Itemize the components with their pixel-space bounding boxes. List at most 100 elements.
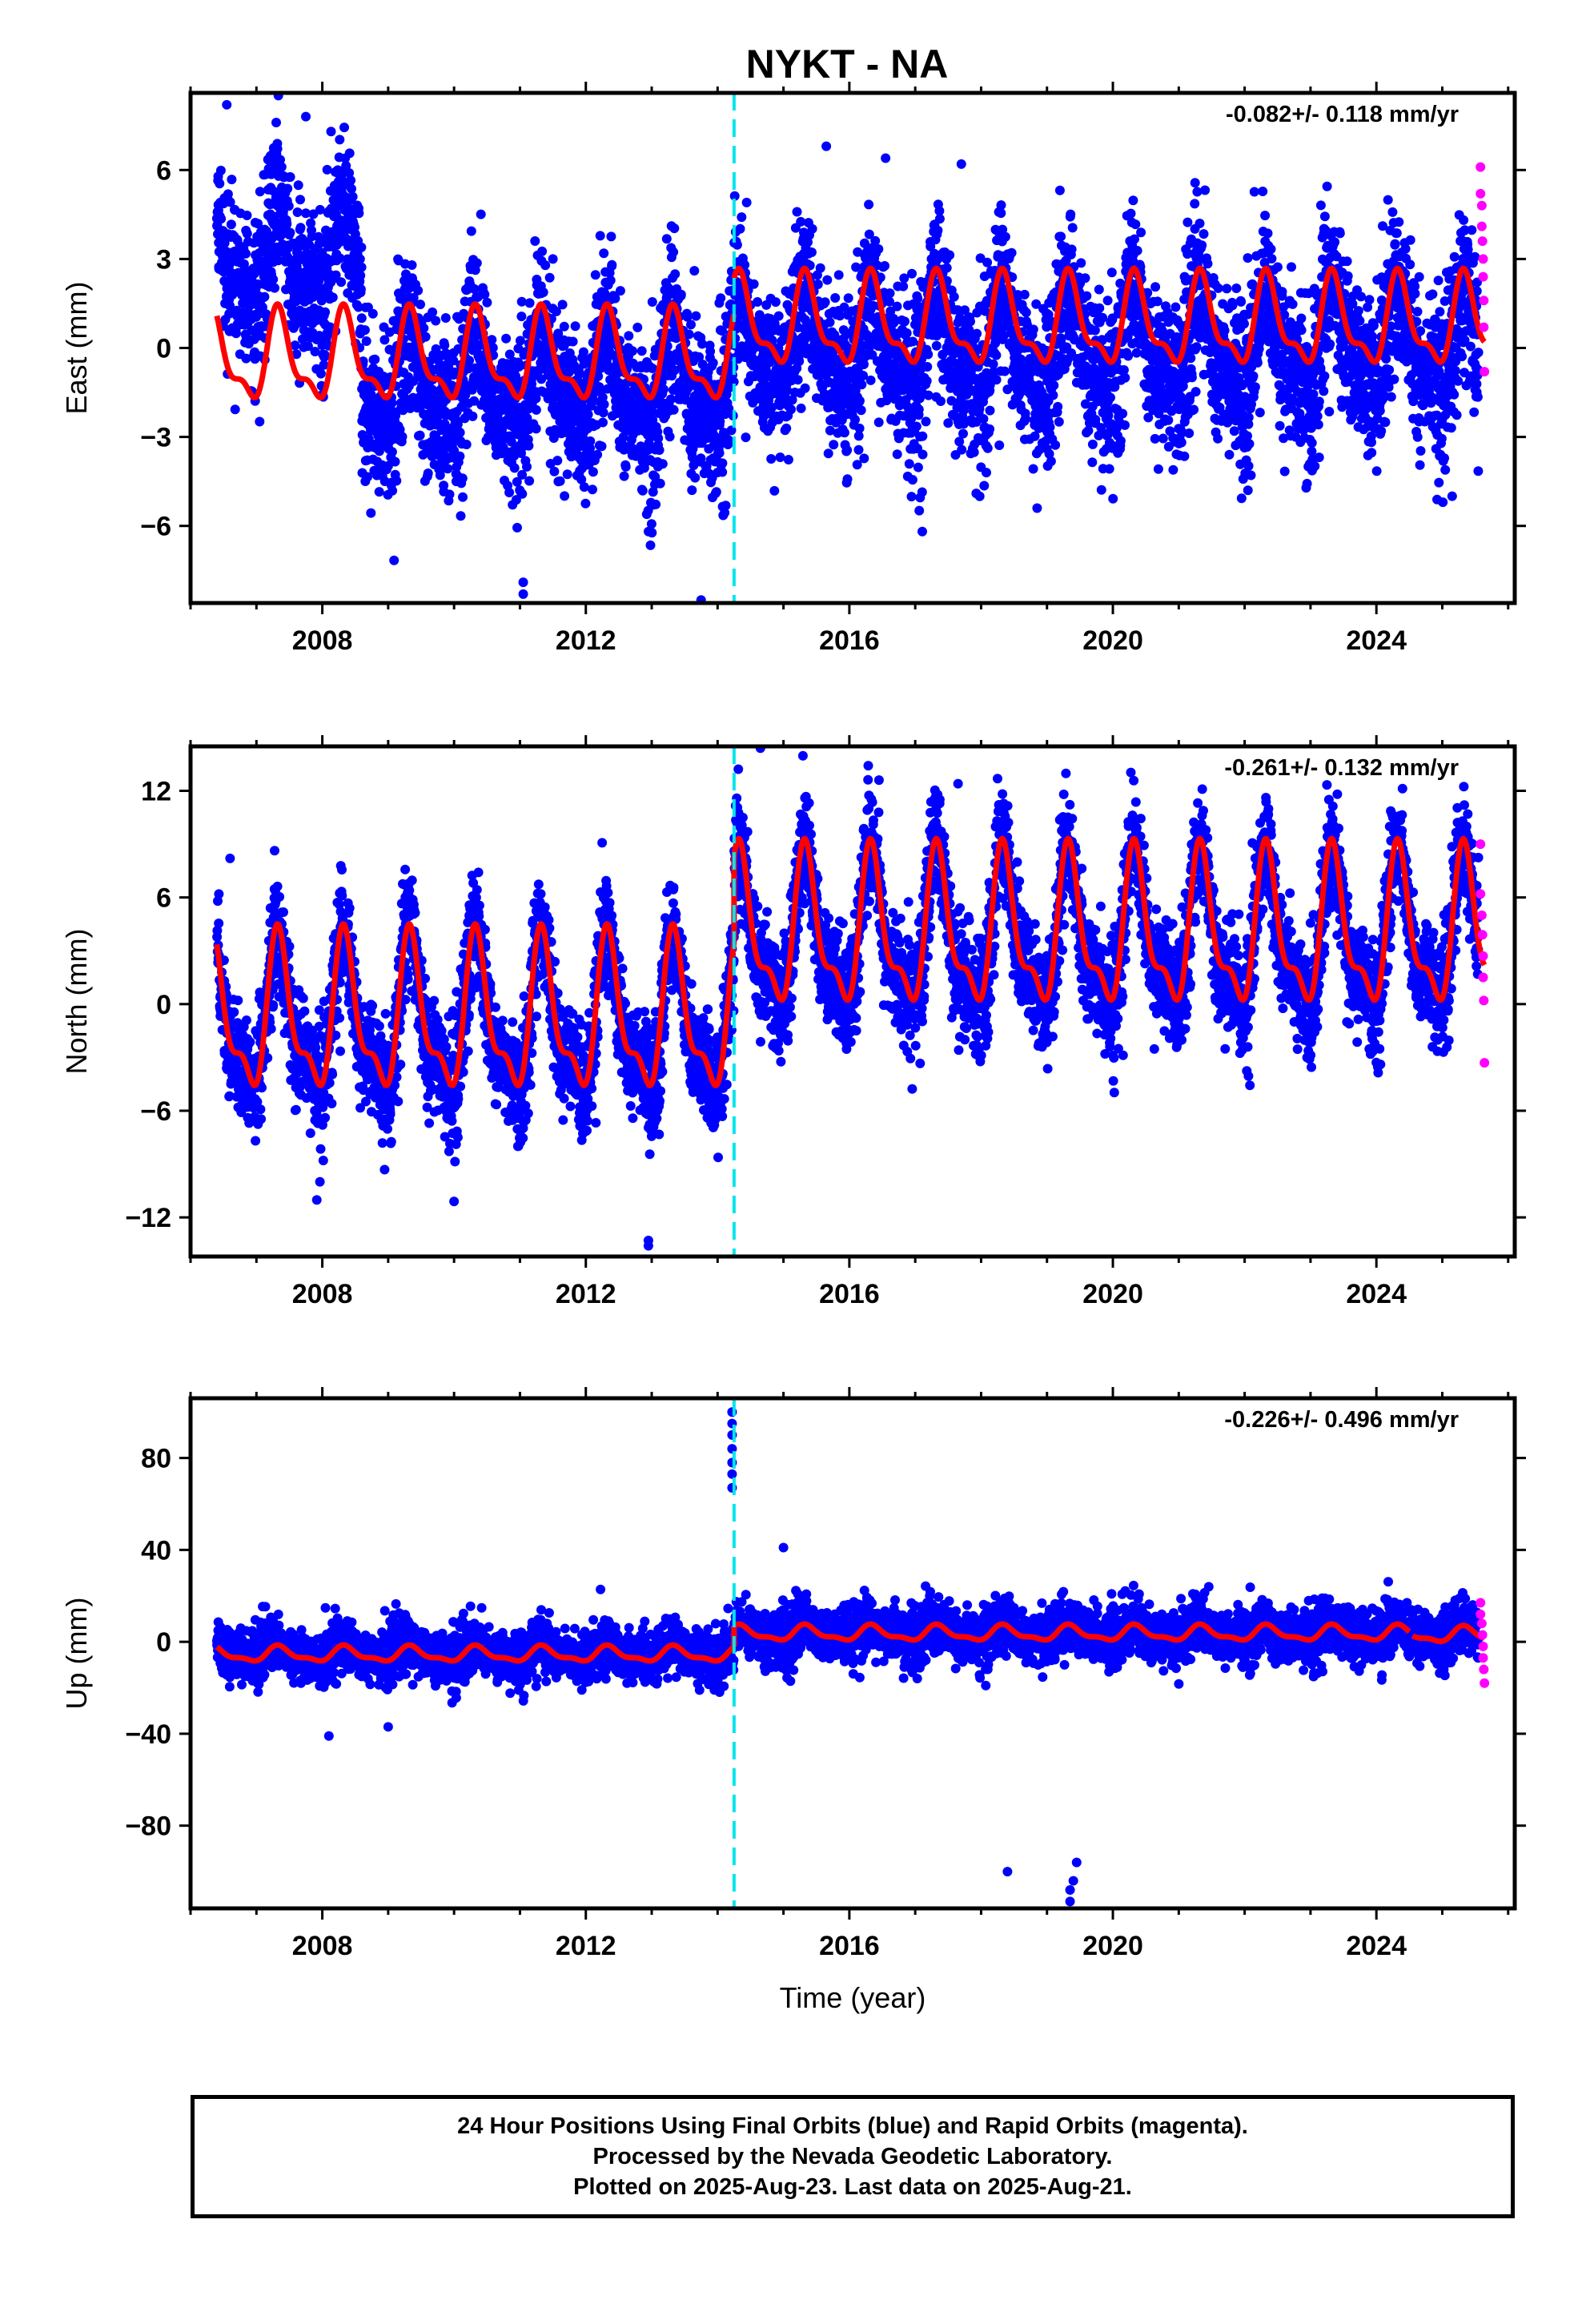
- data-point: [979, 480, 990, 491]
- data-point: [224, 308, 235, 319]
- data-point: [326, 127, 336, 137]
- data-point: [431, 316, 441, 326]
- data-point: [724, 437, 734, 448]
- data-point: [1090, 325, 1100, 336]
- data-point: [714, 448, 725, 458]
- data-point: [468, 411, 478, 421]
- data-point: [1087, 439, 1098, 449]
- data-point: [282, 219, 292, 229]
- data-point: [842, 474, 853, 485]
- data-point: [419, 323, 429, 333]
- data-point: [391, 476, 402, 486]
- data-point: [655, 478, 665, 489]
- data-point: [356, 262, 367, 272]
- data-point: [985, 405, 995, 416]
- data-point: [285, 172, 295, 182]
- data-point: [515, 336, 525, 346]
- data-point: [1128, 195, 1138, 206]
- data-point: [356, 242, 367, 252]
- data-point: [297, 334, 307, 344]
- data-point: [942, 263, 952, 273]
- data-point: [512, 522, 522, 533]
- data-point: [596, 441, 607, 452]
- data-point: [906, 492, 917, 502]
- data-point: [423, 468, 433, 478]
- data-point: [536, 374, 547, 384]
- data-point: [407, 260, 417, 270]
- data-point: [1163, 415, 1174, 425]
- data-point: [842, 445, 853, 456]
- data-point: [853, 444, 864, 455]
- data-point: [717, 458, 728, 468]
- data-point: [669, 223, 680, 234]
- data-point: [344, 168, 355, 178]
- data-point: [1168, 464, 1178, 475]
- data-point: [1115, 436, 1126, 446]
- data-point: [225, 197, 235, 207]
- plot-area: [211, 93, 1490, 603]
- data-point: [945, 250, 955, 260]
- data-point: [472, 258, 482, 268]
- data-point: [1170, 302, 1181, 312]
- data-point: [921, 376, 932, 386]
- data-point: [978, 414, 989, 424]
- data-point: [344, 148, 355, 159]
- data-point: [225, 300, 235, 311]
- data-point: [1048, 390, 1058, 400]
- data-point: [628, 346, 637, 356]
- data-point: [588, 485, 597, 495]
- data-point: [524, 440, 534, 451]
- data-point: [455, 451, 465, 461]
- data-point: [295, 223, 306, 233]
- data-point: [215, 179, 225, 189]
- data-point: [829, 440, 839, 450]
- data-point: [1000, 366, 1010, 376]
- data-point: [1019, 289, 1030, 300]
- data-point: [397, 432, 408, 442]
- data-point: [1179, 451, 1190, 461]
- data-point: [1090, 415, 1101, 424]
- data-point: [458, 492, 468, 502]
- data-point: [387, 485, 398, 496]
- data-point: [276, 162, 287, 172]
- data-point: [476, 209, 486, 219]
- data-point: [854, 396, 865, 406]
- data-point: [1098, 312, 1108, 323]
- data-point: [549, 466, 560, 476]
- data-point: [570, 321, 580, 332]
- data-point: [389, 555, 400, 565]
- data-point: [1106, 267, 1117, 278]
- data-point: [1176, 437, 1186, 448]
- data-point: [605, 275, 616, 286]
- data-point: [1150, 282, 1161, 292]
- data-point: [651, 499, 661, 509]
- data-point: [516, 296, 527, 307]
- data-point: [994, 440, 1005, 450]
- data-point: [285, 227, 295, 238]
- data-point: [353, 302, 363, 312]
- data-point: [346, 175, 356, 186]
- data-point: [1103, 410, 1114, 420]
- data-point: [1120, 372, 1130, 383]
- data-point: [1120, 420, 1130, 430]
- data-point: [242, 211, 252, 220]
- data-point: [544, 272, 555, 283]
- data-point: [922, 362, 933, 372]
- data-point: [359, 325, 370, 336]
- data-point: [857, 380, 867, 390]
- data-point: [347, 183, 356, 194]
- data-point: [428, 307, 438, 317]
- data-point: [361, 336, 371, 346]
- data-point: [242, 228, 252, 239]
- data-point: [669, 404, 679, 415]
- data-point: [255, 187, 265, 197]
- data-point: [806, 247, 817, 257]
- data-point: [974, 491, 985, 501]
- data-point: [647, 528, 657, 538]
- data-point: [383, 460, 393, 471]
- data-point: [1182, 217, 1193, 227]
- data-point: [513, 344, 524, 354]
- data-point: [595, 231, 605, 241]
- data-point: [933, 225, 943, 235]
- data-point: [934, 214, 945, 224]
